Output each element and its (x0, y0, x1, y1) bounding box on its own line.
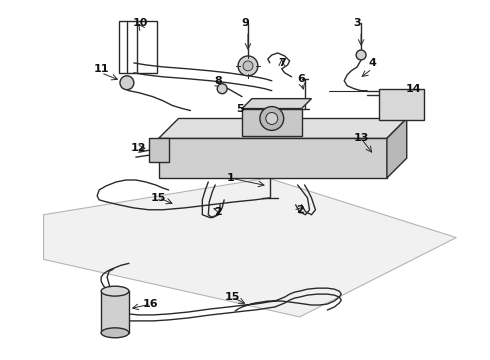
Text: 15: 15 (224, 292, 240, 302)
Text: 2: 2 (295, 205, 303, 215)
Text: 6: 6 (297, 74, 305, 84)
Text: 15: 15 (151, 193, 167, 203)
Bar (379, 89, 424, 121)
Text: 10: 10 (133, 18, 148, 28)
Polygon shape (159, 118, 407, 138)
Bar (242, 109, 301, 136)
Text: 4: 4 (368, 58, 376, 68)
Circle shape (243, 61, 253, 71)
Text: 7: 7 (278, 58, 286, 68)
Polygon shape (387, 118, 407, 178)
Text: 5: 5 (236, 104, 244, 113)
Text: 11: 11 (94, 64, 109, 74)
Circle shape (120, 76, 134, 90)
Text: 13: 13 (353, 133, 369, 143)
Polygon shape (242, 99, 312, 109)
Circle shape (238, 56, 258, 76)
Polygon shape (149, 138, 169, 162)
Text: 16: 16 (143, 299, 159, 309)
Text: 1: 1 (226, 173, 234, 183)
Polygon shape (44, 178, 456, 317)
Text: 9: 9 (241, 18, 249, 28)
Ellipse shape (101, 328, 129, 338)
Circle shape (356, 50, 366, 60)
Polygon shape (159, 138, 387, 178)
Bar (101, 291, 129, 333)
Circle shape (217, 84, 227, 94)
Bar (119, 21, 157, 73)
Text: 8: 8 (214, 76, 222, 86)
Circle shape (266, 113, 278, 125)
Text: 12: 12 (131, 143, 147, 153)
Text: 2: 2 (214, 207, 222, 217)
Text: 3: 3 (353, 18, 361, 28)
Ellipse shape (101, 286, 129, 296)
Text: 14: 14 (406, 84, 421, 94)
Circle shape (260, 107, 284, 130)
